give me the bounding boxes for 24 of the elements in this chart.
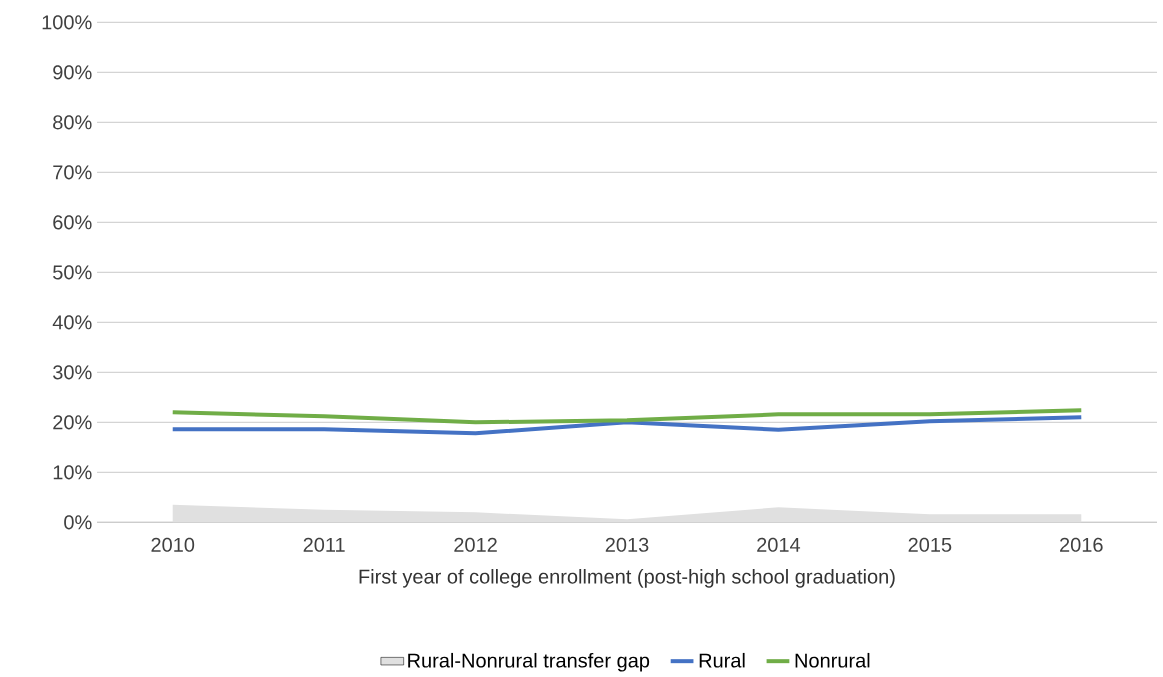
y-tick-label: 60% bbox=[53, 215, 92, 230]
y-tick-label: 100% bbox=[42, 15, 92, 30]
x-tick-label: 2016 bbox=[1060, 537, 1103, 552]
y-tick-label: 90% bbox=[53, 65, 92, 80]
y-tick-label: 20% bbox=[53, 415, 92, 430]
legend-label: Nonrural bbox=[795, 652, 870, 668]
x-axis-title: First year of college enrollment (post-high school graduation) bbox=[359, 569, 895, 588]
legend-label: Rural-Nonrural transfer gap bbox=[408, 652, 650, 672]
y-tick-label: 0% bbox=[64, 515, 92, 530]
legend-label: Rural bbox=[699, 652, 745, 668]
x-tick-label: 2013 bbox=[605, 537, 649, 552]
y-tick-label: 10% bbox=[53, 465, 92, 480]
x-tick-label: 2015 bbox=[908, 537, 952, 552]
x-tick-label: 2011 bbox=[303, 537, 345, 552]
y-tick-label: 50% bbox=[53, 265, 92, 280]
y-tick-label: 80% bbox=[53, 115, 92, 130]
line-series bbox=[170, 408, 1084, 425]
line-series bbox=[170, 415, 1084, 436]
y-tick-label: 70% bbox=[53, 165, 92, 180]
x-tick-label: 2012 bbox=[454, 537, 497, 552]
x-tick-label: 2010 bbox=[151, 537, 195, 552]
y-tick-label: 30% bbox=[53, 365, 92, 380]
y-tick-label: 40% bbox=[52, 315, 92, 330]
x-tick-label: 2014 bbox=[757, 537, 801, 552]
